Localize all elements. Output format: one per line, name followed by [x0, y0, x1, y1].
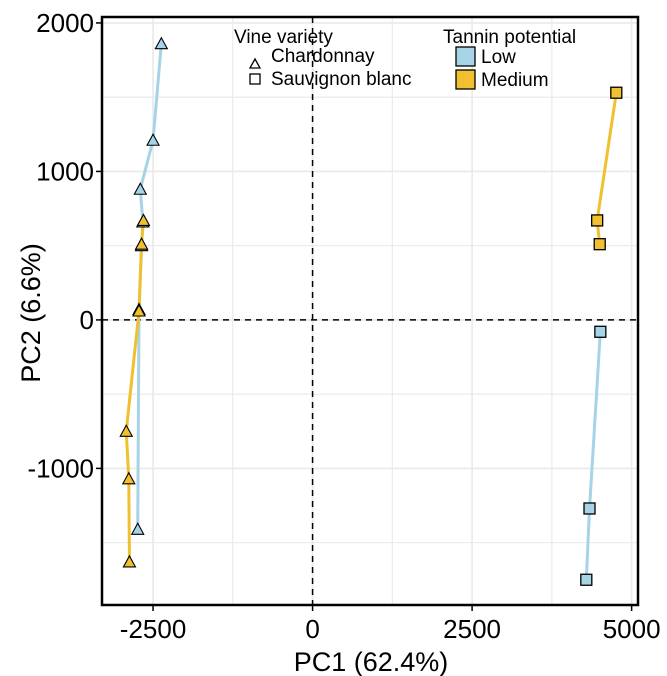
y-axis-title: PC2 (6.6%) [16, 243, 46, 383]
x-tick-label: 2500 [443, 614, 501, 644]
legend-tannin-medium: Medium [481, 70, 549, 91]
series-line-chardonnay-medium [124, 220, 145, 562]
legend-square-symbol [249, 73, 261, 85]
y-tick-label: -1000 [28, 453, 95, 483]
legend: Vine variety Chardonnay Sauvignon blanc … [234, 27, 576, 91]
axis-ticks: -2500 0 2500 5000 -1000 0 1000 2000 [28, 8, 661, 644]
y-tick-label: 0 [80, 305, 94, 335]
data-point-triangle [134, 237, 149, 250]
data-point-square [591, 214, 604, 227]
data-point-triangle [121, 471, 136, 485]
data-point-triangle [146, 133, 160, 146]
legend-variety-title: Vine variety [234, 27, 333, 48]
data-point-square [610, 86, 623, 99]
data-point-square [594, 325, 607, 338]
x-tick-label: -2500 [120, 614, 187, 644]
data-point-square [580, 573, 593, 586]
y-tick-label: 1000 [36, 156, 94, 186]
legend-variety-sauvignon-blanc: Sauvignon blanc [271, 69, 412, 90]
reference-lines [102, 17, 638, 605]
grid-lines [102, 17, 638, 605]
plot-frame [100, 15, 640, 607]
legend-tannin-title: Tannin potential [443, 27, 576, 48]
legend-variety-chardonnay: Chardonnay [271, 46, 375, 67]
data-point-square [593, 238, 606, 251]
data-point-triangle [122, 554, 137, 568]
data-point-triangle [119, 424, 134, 437]
x-tick-label: 0 [305, 614, 319, 644]
legend-triangle-symbol [248, 57, 262, 69]
x-tick-label: 5000 [603, 614, 661, 644]
data-point-triangle [133, 182, 148, 195]
data-point-triangle [154, 36, 169, 50]
series-layer [119, 36, 623, 586]
legend-tannin-low: Low [481, 47, 516, 68]
legend-low-swatch [455, 46, 476, 67]
data-point-square [583, 502, 596, 515]
data-point-triangle [130, 522, 145, 535]
data-point-triangle [132, 303, 146, 317]
legend-medium-swatch [455, 69, 476, 90]
x-axis-title: PC1 (62.4%) [294, 647, 449, 676]
y-tick-label: 2000 [36, 8, 94, 38]
data-point-triangle [136, 213, 151, 226]
